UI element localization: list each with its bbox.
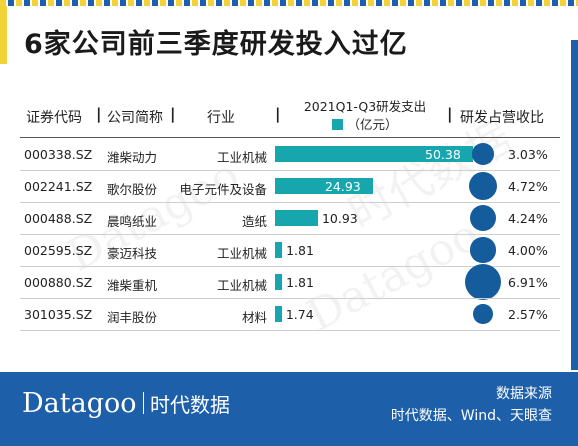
source-text: 时代数据、Wind、天眼查 [390, 408, 552, 424]
rd-value-label: 10.93 [321, 211, 358, 226]
header-separator: | [170, 105, 176, 123]
row-divider [20, 234, 560, 235]
header-ratio: 研发占营收比 [460, 110, 544, 126]
ratio-value: 6.91% [508, 275, 548, 290]
cell-industry: 工业机械 [216, 246, 267, 261]
ratio-bubble [472, 143, 494, 165]
header-code: 证券代码 [26, 110, 82, 126]
rd-bar [275, 242, 283, 258]
row-divider [20, 202, 560, 203]
ratio-value: 3.03% [508, 147, 548, 162]
footer [0, 372, 578, 446]
brand-divider [142, 392, 144, 414]
table-row: 000880.SZ 潍柴重机 工业机械 1.81 6.91% [20, 264, 560, 300]
row-divider [20, 266, 560, 267]
rd-bar [275, 146, 473, 162]
rd-bar [275, 178, 373, 194]
ratio-value: 2.57% [508, 307, 548, 322]
brand-logo: Datagoo 时代数据 [22, 388, 230, 419]
ratio-value: 4.72% [508, 179, 548, 194]
header-separator: | [447, 105, 453, 123]
table-row: 002595.SZ 豪迈科技 工业机械 1.81 4.00% [20, 235, 560, 267]
cell-industry: 造纸 [241, 214, 267, 229]
cell-name: 晨鸣纸业 [107, 214, 158, 229]
table-row: 002241.SZ 歌尔股份 电子元件及设备 24.93 4.72% [20, 171, 560, 203]
cell-industry: 工业机械 [216, 150, 267, 165]
ratio-bubble [470, 205, 496, 231]
rd-value-label: 1.81 [286, 243, 314, 258]
brand-en: Datagoo [22, 388, 137, 419]
table-row: 301035.SZ 润丰股份 材料 1.74 2.57% [20, 299, 560, 331]
cell-industry: 电子元件及设备 [179, 182, 267, 197]
rd-bar [275, 210, 318, 226]
table-row: 000338.SZ 潍柴动力 工业机械 50.38 3.03% [20, 139, 560, 171]
ratio-bubble [469, 172, 497, 200]
header-rd-line1: 2021Q1-Q3研发支出 [303, 99, 427, 114]
cell-code: 000880.SZ [24, 275, 93, 290]
ratio-value: 4.24% [508, 211, 548, 226]
header-divider [20, 137, 560, 138]
cell-name: 潍柴重机 [107, 278, 158, 293]
rd-value-label: 1.81 [286, 275, 314, 290]
ratio-bubble [465, 264, 501, 300]
header-rd-unit: （亿元） [347, 117, 398, 132]
brand-cn: 时代数据 [150, 393, 230, 417]
ratio-bubble [473, 304, 493, 324]
cell-name: 潍柴动力 [107, 150, 158, 165]
rd-bar [275, 306, 282, 322]
header-rd-line2: （亿元） [290, 116, 440, 134]
row-divider [20, 330, 560, 331]
cell-code: 000488.SZ [24, 211, 93, 226]
header-rd-expense: 2021Q1-Q3研发支出 （亿元） [290, 98, 440, 134]
rd-bar [275, 274, 283, 290]
page-title: 6家公司前三季度研发投入过亿 [24, 29, 408, 60]
cell-code: 000338.SZ [24, 147, 93, 162]
ratio-bubble [470, 237, 496, 263]
rd-value-label: 1.74 [285, 307, 314, 322]
cell-code: 301035.SZ [24, 307, 93, 322]
ratio-value: 4.00% [508, 243, 548, 258]
source-title: 数据来源 [496, 386, 552, 402]
rd-value-label: 50.38 [425, 147, 461, 162]
right-accent-bar [571, 40, 578, 370]
header-separator: | [275, 105, 281, 123]
legend-swatch [332, 119, 344, 130]
table-row: 000488.SZ 晨鸣纸业 造纸 10.93 4.24% [20, 203, 560, 235]
cell-name: 润丰股份 [107, 310, 158, 325]
cell-code: 002241.SZ [24, 179, 93, 194]
row-divider [20, 298, 560, 299]
cell-industry: 材料 [241, 310, 267, 325]
header-industry: 行业 [207, 110, 235, 126]
row-divider [20, 170, 560, 171]
top-stripe [0, 0, 578, 6]
cell-name: 歌尔股份 [107, 182, 158, 197]
cell-code: 002595.SZ [24, 243, 93, 258]
header-name: 公司简称 [107, 110, 163, 126]
cell-industry: 工业机械 [216, 278, 267, 293]
rd-value-label: 24.93 [324, 179, 361, 194]
header-separator: | [96, 105, 102, 123]
cell-name: 豪迈科技 [107, 246, 158, 261]
left-accent-bar [0, 6, 7, 64]
